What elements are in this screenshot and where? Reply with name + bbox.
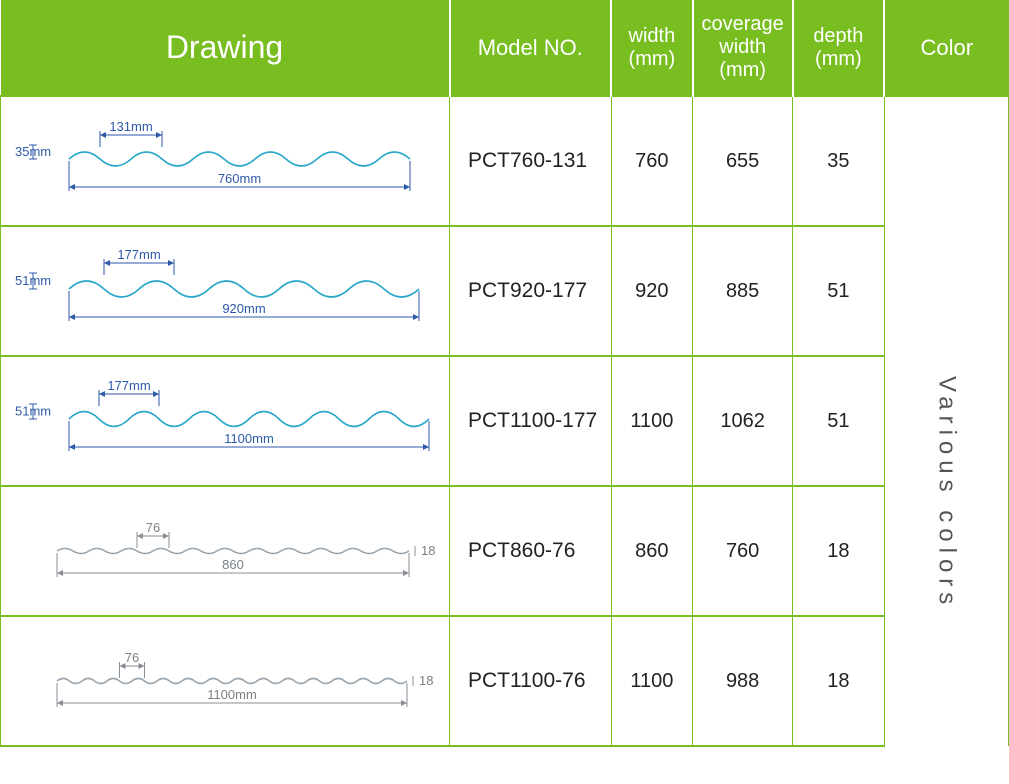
cell-depth: 51 (793, 356, 885, 486)
cell-drawing: 51mm 177mm 920mm (1, 226, 450, 356)
col-header-depth-text: depth(mm) (813, 25, 863, 70)
cell-depth: 35 (793, 96, 885, 226)
col-header-color: Color (884, 0, 1008, 96)
cell-width: 1100 (611, 356, 693, 486)
svg-text:1100mm: 1100mm (207, 687, 257, 702)
cell-model: PCT1100-177 (450, 356, 612, 486)
svg-text:177mm: 177mm (107, 378, 150, 393)
cell-drawing: 35mm 131mm 760mm (1, 96, 450, 226)
svg-text:76: 76 (125, 650, 139, 665)
cell-depth: 18 (793, 486, 885, 616)
cell-drawing: 18 76 1100mm (1, 616, 450, 746)
svg-text:860: 860 (222, 557, 244, 572)
col-header-model: Model NO. (450, 0, 612, 96)
cell-width: 760 (611, 96, 693, 226)
svg-text:18: 18 (419, 673, 433, 688)
svg-text:51mm: 51mm (15, 273, 51, 288)
col-header-width-text: width(mm) (629, 25, 676, 70)
table-header-row: Drawing Model NO. width(mm) coveragewidt… (1, 0, 1009, 96)
cell-width: 920 (611, 226, 693, 356)
color-column-label: Various colors (932, 376, 960, 610)
table-body: 35mm131mm760mmPCT760-13176065535Various … (1, 96, 1009, 746)
spec-table: Drawing Model NO. width(mm) coveragewidt… (0, 0, 1009, 747)
cell-width: 1100 (611, 616, 693, 746)
cell-drawing: 51mm 177mm 1100mm (1, 356, 450, 486)
cell-model: PCT760-131 (450, 96, 612, 226)
col-header-width: width(mm) (611, 0, 693, 96)
table-row: 35mm131mm760mmPCT760-13176065535Various … (1, 96, 1009, 226)
svg-text:51mm: 51mm (15, 404, 51, 419)
svg-text:76: 76 (146, 520, 160, 535)
svg-text:35mm: 35mm (15, 144, 51, 159)
cell-width: 860 (611, 486, 693, 616)
cell-drawing: 18 76 860 (1, 486, 450, 616)
svg-text:177mm: 177mm (117, 247, 160, 262)
cell-depth: 18 (793, 616, 885, 746)
svg-text:760mm: 760mm (218, 171, 261, 186)
cell-coverage: 655 (693, 96, 793, 226)
cell-coverage: 1062 (693, 356, 793, 486)
cell-depth: 51 (793, 226, 885, 356)
svg-text:131mm: 131mm (109, 119, 152, 134)
svg-text:1100mm: 1100mm (224, 431, 274, 446)
cell-coverage: 988 (693, 616, 793, 746)
col-header-coverage: coveragewidth(mm) (693, 0, 793, 96)
col-header-coverage-text: coveragewidth(mm) (701, 13, 783, 81)
cell-model: PCT1100-76 (450, 616, 612, 746)
cell-coverage: 885 (693, 226, 793, 356)
table-row: 18761100mmPCT1100-76110098818 (1, 616, 1009, 746)
cell-model: PCT860-76 (450, 486, 612, 616)
col-header-depth: depth(mm) (793, 0, 885, 96)
table-row: 51mm 177mm 1100mm PCT1100-1771100106251 (1, 356, 1009, 486)
col-header-drawing: Drawing (1, 0, 450, 96)
table-row: 51mm 177mm 920mm PCT920-17792088551 (1, 226, 1009, 356)
cell-model: PCT920-177 (450, 226, 612, 356)
svg-text:18: 18 (421, 543, 435, 558)
cell-coverage: 760 (693, 486, 793, 616)
cell-color: Various colors (884, 96, 1008, 746)
svg-text:920mm: 920mm (222, 301, 265, 316)
table-row: 1876860PCT860-7686076018 (1, 486, 1009, 616)
